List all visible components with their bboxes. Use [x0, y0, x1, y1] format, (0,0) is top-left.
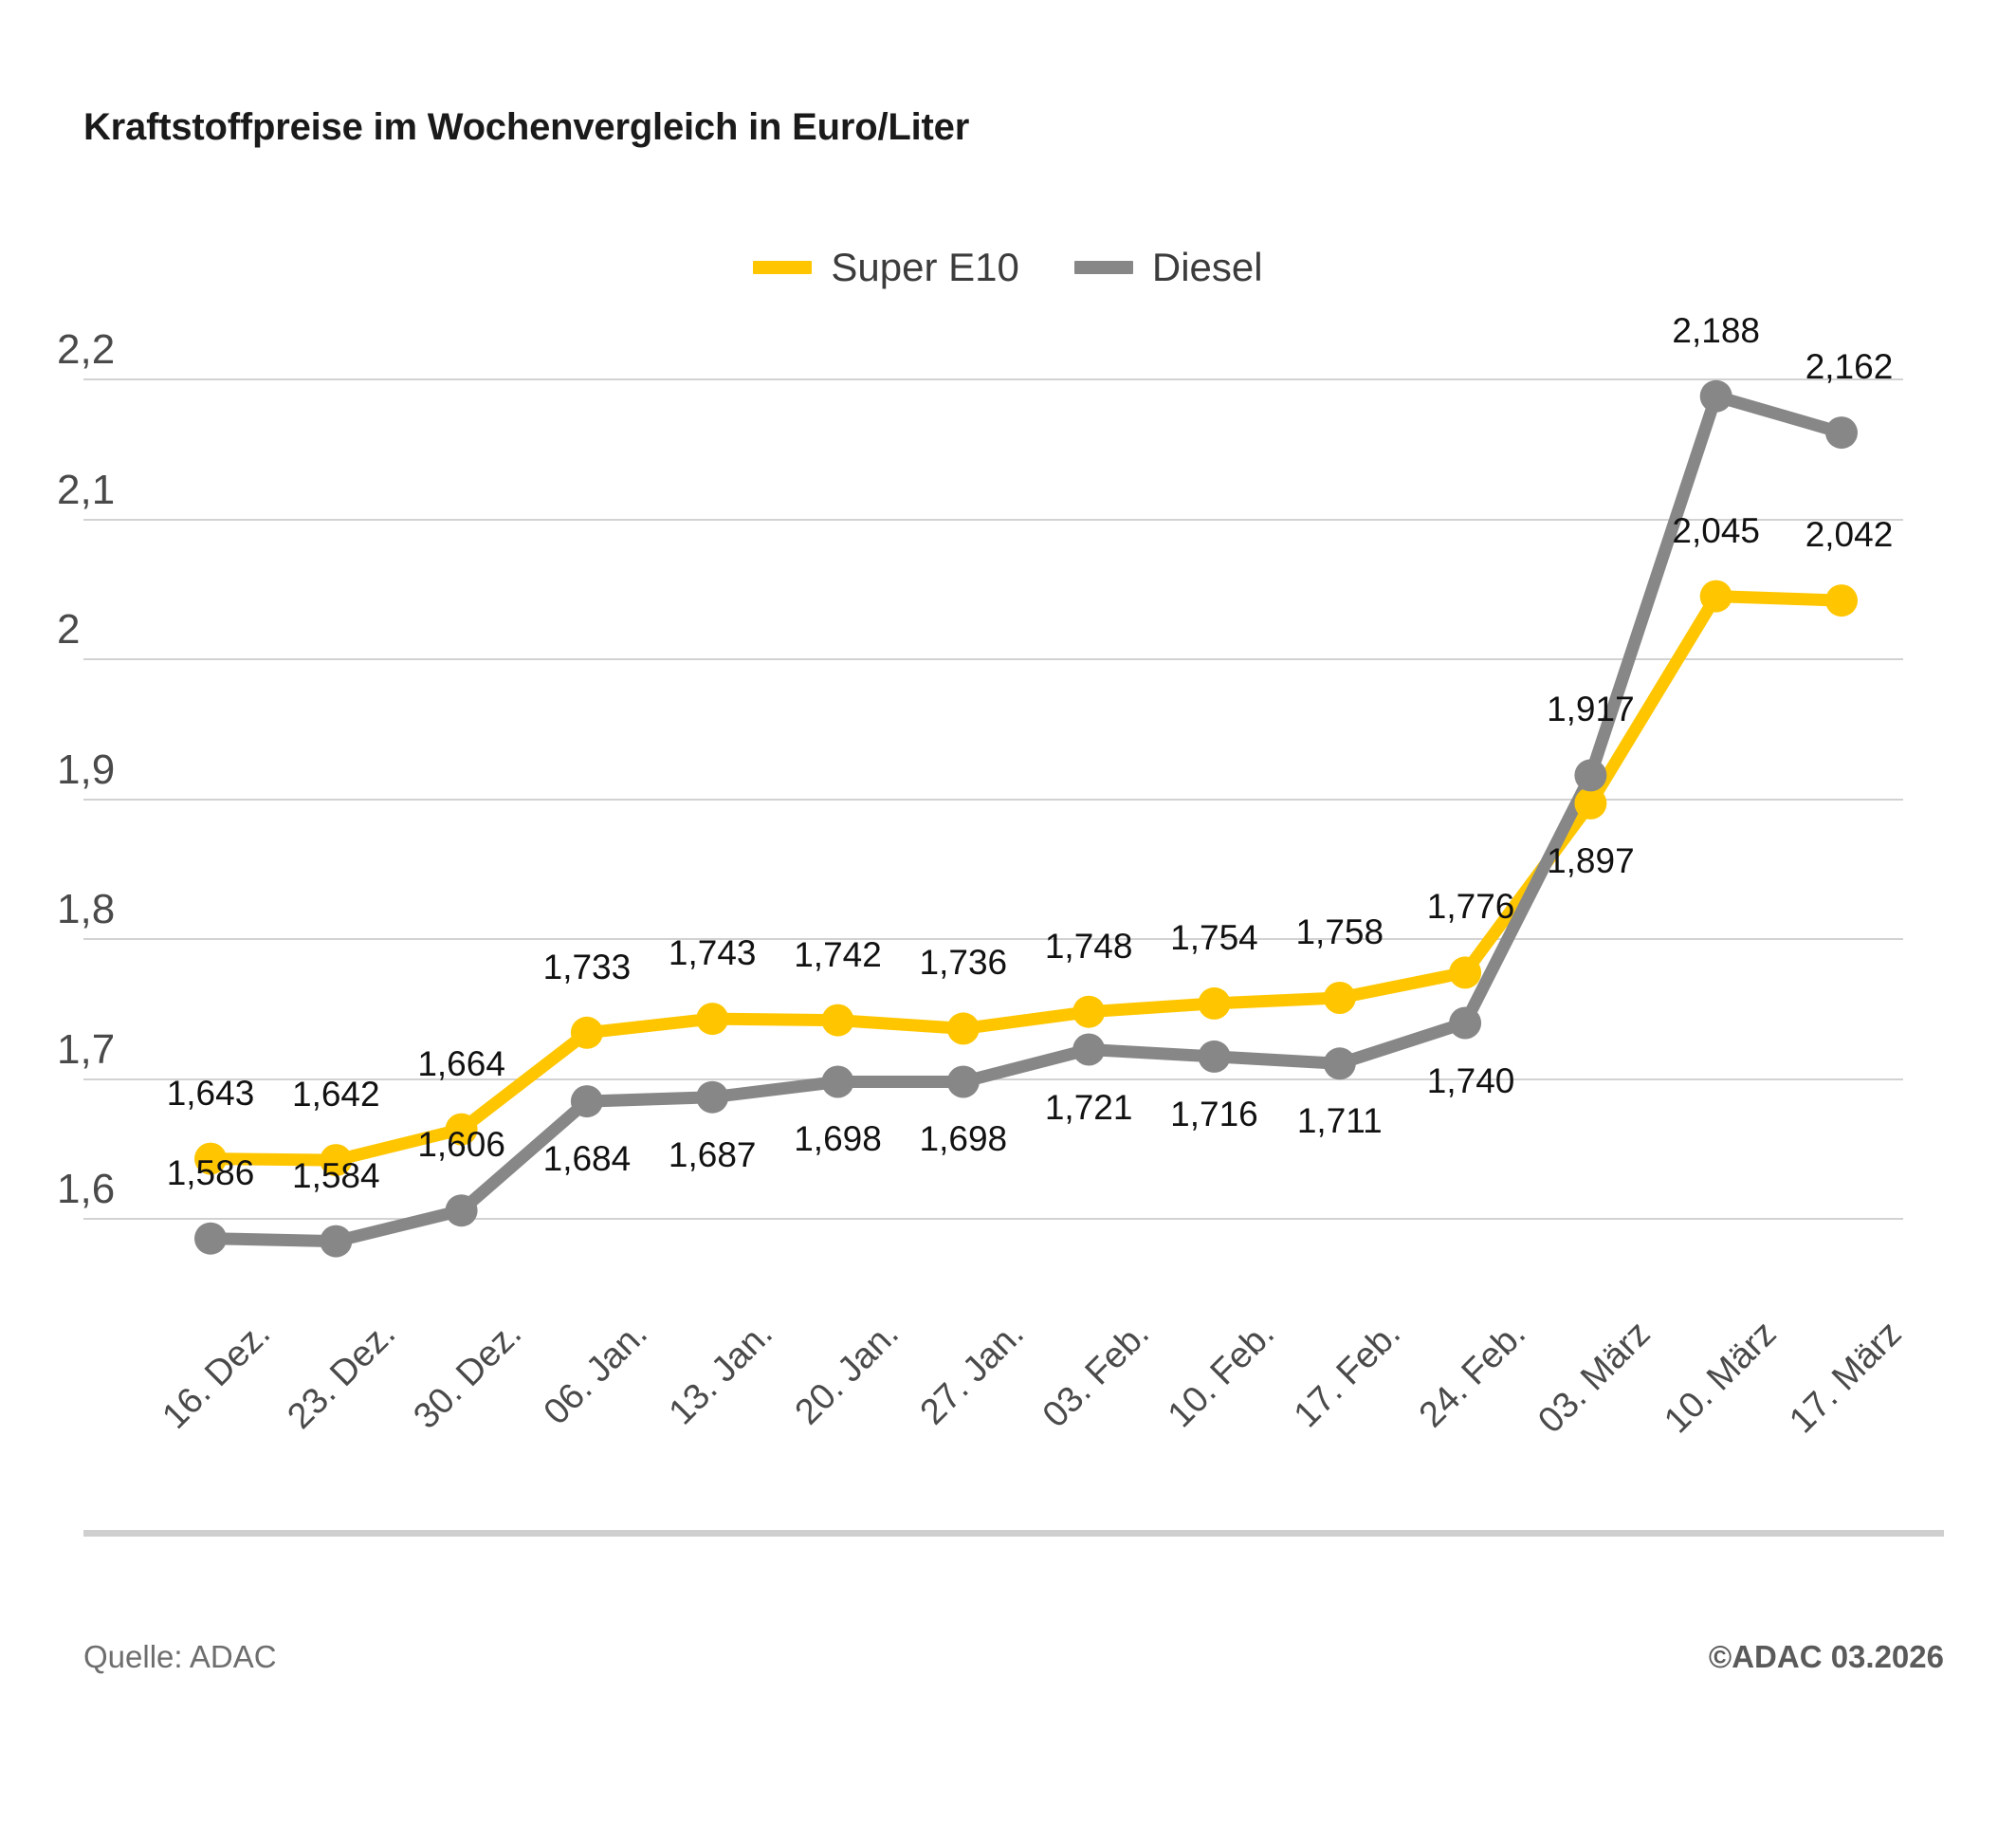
data-point-label: 1,736: [919, 943, 1008, 983]
data-point-marker[interactable]: [1198, 986, 1231, 1020]
data-point-label: 1,642: [292, 1075, 380, 1115]
x-axis-tick-label: 06. Jan.: [536, 1314, 655, 1433]
data-point-label: 1,711: [1296, 1101, 1383, 1141]
data-point-label: 1,748: [1044, 926, 1133, 966]
gridline: [83, 1218, 1903, 1220]
data-point-label: 1,897: [1547, 840, 1635, 880]
data-point-label: 1,664: [417, 1043, 505, 1083]
x-axis-tick-label: 24. Feb.: [1411, 1314, 1534, 1436]
data-point-label: 1,687: [668, 1134, 757, 1174]
x-axis-tick-label: 23. Dez.: [280, 1314, 404, 1437]
data-point-label: 2,042: [1805, 515, 1894, 555]
y-axis-tick-label: 1,7: [57, 1025, 116, 1073]
data-point-label: 1,584: [292, 1155, 380, 1195]
data-point-marker[interactable]: [1825, 584, 1858, 617]
data-point-label: 1,758: [1295, 912, 1384, 951]
data-point-marker[interactable]: [1449, 1006, 1482, 1040]
footer-divider: [83, 1530, 1944, 1537]
x-axis-tick-label: 10. Feb.: [1161, 1314, 1283, 1436]
gridline: [83, 518, 1903, 521]
legend-label-diesel: Diesel: [1151, 245, 1263, 289]
data-point-marker[interactable]: [1072, 995, 1106, 1028]
source-note: Quelle: ADAC: [83, 1639, 277, 1674]
data-point-marker[interactable]: [1574, 759, 1607, 792]
data-point-marker[interactable]: [1574, 786, 1607, 820]
data-point-label: 1,643: [166, 1073, 255, 1113]
data-point-label: 1,684: [542, 1139, 632, 1179]
x-axis-tick-label: 27. Jan.: [912, 1314, 1032, 1433]
x-axis-tick-label: 13. Jan.: [661, 1314, 781, 1433]
copyright-note: ©ADAC 03.2026: [1708, 1639, 1944, 1674]
data-point-label: 1,776: [1426, 887, 1515, 927]
legend-item-super-e10[interactable]: Super E10: [753, 245, 1019, 290]
data-point-label: 1,716: [1170, 1094, 1258, 1133]
y-axis-tick-label: 2,2: [57, 326, 116, 373]
y-axis-tick-label: 1,9: [57, 746, 116, 793]
data-point-label: 2,188: [1672, 310, 1760, 350]
data-point-label: 1,743: [668, 933, 757, 973]
data-point-marker[interactable]: [570, 1016, 603, 1049]
gridline: [83, 1078, 1903, 1080]
series-line-diesel: [204, 390, 1848, 1248]
data-point-marker[interactable]: [946, 1012, 980, 1045]
legend-swatch-super-e10: [753, 261, 813, 274]
x-axis-tick-label: 17. Feb.: [1286, 1314, 1408, 1436]
y-axis-tick-label: 1,8: [57, 886, 116, 932]
y-axis-tick-label: 2: [57, 606, 81, 653]
data-point-marker[interactable]: [1449, 956, 1482, 989]
data-point-marker[interactable]: [946, 1065, 980, 1098]
y-axis-tick-label: 1,6: [57, 1166, 116, 1212]
x-axis-tick-label: 03. März: [1530, 1314, 1659, 1442]
data-point-label: 2,045: [1672, 510, 1760, 550]
x-axis-tick-label: 03. Feb.: [1035, 1314, 1158, 1436]
legend-label-super-e10: Super E10: [831, 245, 1019, 289]
data-point-marker[interactable]: [1323, 982, 1356, 1014]
data-point-label: 1,721: [1044, 1087, 1133, 1127]
data-point-marker[interactable]: [194, 1142, 227, 1175]
gridline: [83, 378, 1903, 380]
data-point-label: 1,740: [1426, 1060, 1515, 1100]
data-point-label: 1,698: [794, 1119, 882, 1159]
data-point-marker[interactable]: [320, 1225, 353, 1258]
data-point-label: 1,742: [794, 934, 882, 974]
gridline: [83, 658, 1903, 660]
data-point-label: 1,606: [417, 1125, 505, 1165]
data-point-marker[interactable]: [1072, 1033, 1106, 1066]
data-point-label: 1,586: [166, 1152, 255, 1192]
page-title: Kraftstoffpreise im Wochenvergleich in E…: [83, 106, 970, 148]
data-point-label: 1,754: [1170, 917, 1258, 957]
data-point-label: 1,698: [919, 1119, 1008, 1159]
data-point-label: 2,162: [1805, 347, 1894, 387]
x-axis-tick-label: 17. März: [1782, 1314, 1910, 1442]
chart-legend: Super E10 Diesel: [0, 245, 2016, 290]
series-line-super-e10: [204, 590, 1848, 1167]
data-point-marker[interactable]: [821, 1065, 854, 1098]
data-point-marker[interactable]: [1825, 416, 1858, 450]
data-point-marker[interactable]: [821, 1004, 854, 1037]
data-point-marker[interactable]: [320, 1144, 353, 1177]
data-point-label: 1,733: [542, 947, 632, 986]
data-point-marker[interactable]: [1699, 379, 1732, 413]
x-axis-tick-label: 16. Dez.: [155, 1314, 279, 1437]
data-point-label: 1,917: [1547, 690, 1635, 729]
data-point-marker[interactable]: [696, 1003, 729, 1036]
x-axis-tick-label: 30. Dez.: [406, 1314, 529, 1437]
data-point-marker[interactable]: [1198, 1040, 1231, 1073]
gridline: [83, 938, 1903, 940]
x-axis-tick-label: 20. Jan.: [787, 1314, 907, 1433]
gridline: [83, 798, 1903, 801]
data-point-marker[interactable]: [570, 1085, 603, 1118]
x-axis-tick-label: 10. März: [1656, 1314, 1785, 1442]
legend-swatch-diesel: [1073, 261, 1133, 274]
data-point-marker[interactable]: [696, 1080, 729, 1114]
data-point-marker[interactable]: [1323, 1047, 1356, 1080]
data-point-marker[interactable]: [445, 1194, 478, 1227]
data-point-marker[interactable]: [445, 1113, 478, 1146]
y-axis-tick-label: 2,1: [57, 466, 116, 513]
data-point-marker[interactable]: [194, 1222, 227, 1255]
legend-item-diesel[interactable]: Diesel: [1073, 245, 1263, 290]
data-point-marker[interactable]: [1699, 580, 1732, 613]
